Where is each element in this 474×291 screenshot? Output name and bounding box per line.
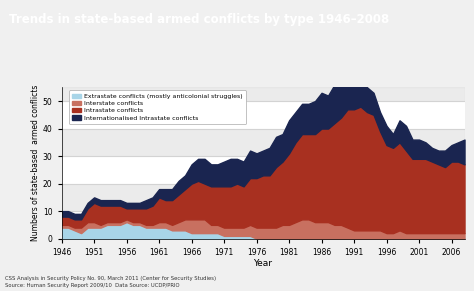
Bar (62, 184, 465, 211)
Y-axis label: Numbers of state-based  armed conflicts: Numbers of state-based armed conflicts (31, 85, 40, 241)
Text: Trends in state-based armed conflicts by type 1946–2008: Trends in state-based armed conflicts by… (9, 13, 390, 26)
X-axis label: Year: Year (254, 259, 273, 268)
Text: CSS Analysis in Security Policy No. 90, March 2011 (Center for Security Studies): CSS Analysis in Security Policy No. 90, … (5, 276, 216, 288)
Bar (62, 129, 465, 156)
Legend: Extrastate conflicts (mostly anticolonial struggles), Interstate conflicts, Intr: Extrastate conflicts (mostly anticolonia… (69, 91, 246, 124)
Bar (62, 87, 465, 101)
